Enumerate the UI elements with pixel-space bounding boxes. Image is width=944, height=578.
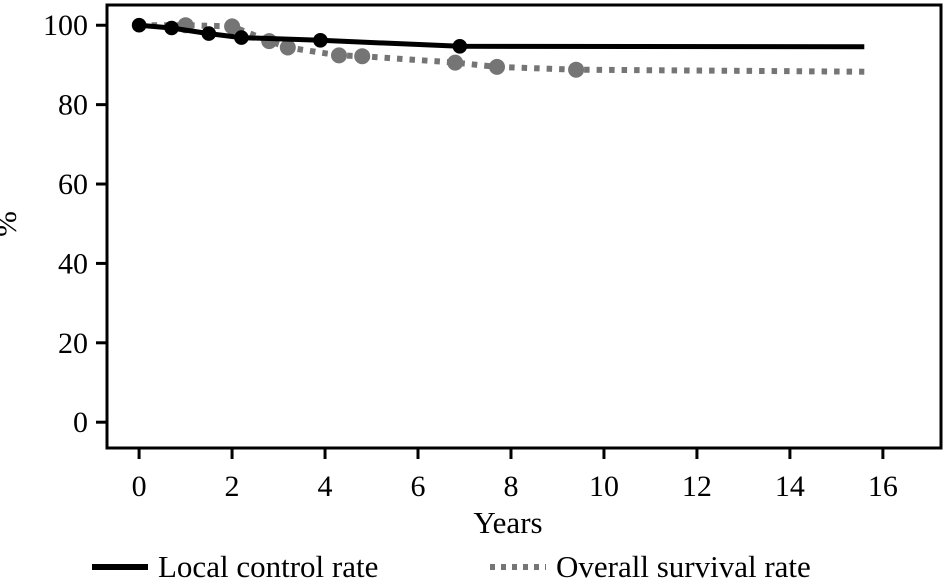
series-point-overall-survival-rate xyxy=(331,47,347,64)
series-point-overall-survival-rate xyxy=(568,61,585,78)
x-tick-label: 8 xyxy=(503,470,518,503)
x-axis: 0 2 4 6 8 10 12 14 16 xyxy=(132,448,898,503)
series-point-local-control-rate xyxy=(234,30,249,45)
legend-label-local-control: Local control rate xyxy=(158,549,378,578)
series-point-overall-survival-rate xyxy=(224,18,241,35)
legend: Local control rate Overall survival rate xyxy=(92,549,811,578)
series-layer xyxy=(131,17,865,78)
x-tick-label: 10 xyxy=(589,470,619,503)
series-point-local-control-rate xyxy=(131,17,147,33)
series-point-overall-survival-rate xyxy=(279,39,296,56)
y-tick-label: 0 xyxy=(73,406,88,439)
series-point-overall-survival-rate xyxy=(489,58,505,75)
y-tick-label: 40 xyxy=(58,247,88,280)
series-point-local-control-rate xyxy=(201,26,217,41)
series-point-overall-survival-rate xyxy=(447,54,464,71)
series-point-local-control-rate xyxy=(164,20,179,36)
y-axis-label: % xyxy=(0,211,23,237)
x-tick-label: 0 xyxy=(132,470,147,503)
x-axis-label: Years xyxy=(473,505,542,540)
series-point-overall-survival-rate xyxy=(354,48,371,65)
legend-label-overall-survival: Overall survival rate xyxy=(556,549,811,578)
y-tick-label: 60 xyxy=(58,168,88,201)
y-tick-label: 100 xyxy=(43,9,88,42)
x-tick-label: 14 xyxy=(775,470,805,503)
y-tick-label: 80 xyxy=(58,89,88,122)
series-point-local-control-rate xyxy=(452,39,468,54)
x-tick-label: 6 xyxy=(411,470,426,503)
plot-frame xyxy=(105,3,943,450)
series-point-local-control-rate xyxy=(313,33,328,48)
x-tick-label: 16 xyxy=(868,470,898,503)
y-tick-label: 20 xyxy=(58,327,88,360)
y-axis: 0 20 40 60 80 100 xyxy=(43,9,107,439)
x-tick-label: 4 xyxy=(318,470,333,503)
x-tick-label: 12 xyxy=(682,470,712,503)
x-tick-label: 2 xyxy=(225,470,240,503)
